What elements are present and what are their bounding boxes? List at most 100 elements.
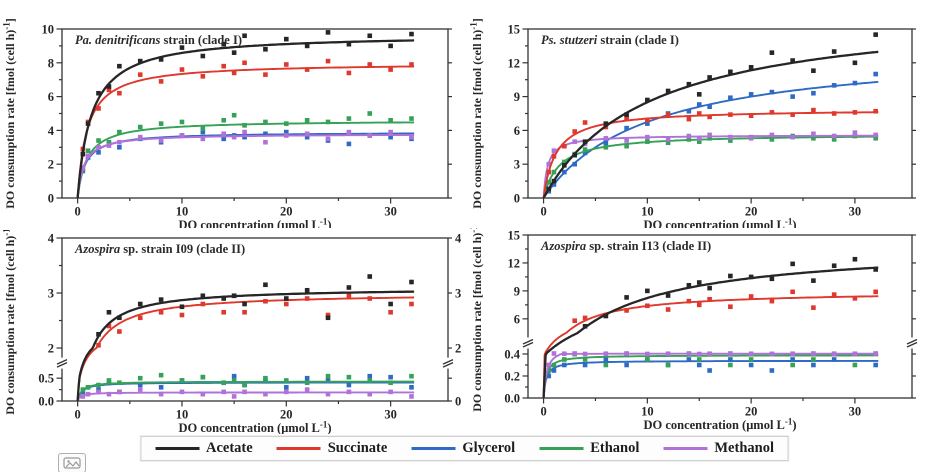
data-point-acetate <box>645 288 650 294</box>
data-point-glycerol <box>873 71 878 77</box>
data-point-glycerol <box>231 373 237 379</box>
fit-curve-methanol <box>542 352 879 398</box>
data-point-ethanol <box>624 143 629 149</box>
panel-ps-stutzeri: 0 10 20 30 0 3 6 9 12 15 Ps. stutzeri strain (clad… <box>465 0 929 232</box>
series-succinate <box>542 289 879 398</box>
data-point-methanol <box>409 394 414 399</box>
data-point-ethanol <box>696 357 702 362</box>
legend-label: Methanol <box>714 440 774 456</box>
data-point-ethanol <box>158 121 164 126</box>
data-point-glycerol <box>304 375 310 381</box>
data-point-glycerol <box>707 104 712 110</box>
data-point-ethanol <box>85 148 91 153</box>
data-point-glycerol <box>873 362 878 368</box>
data-point-ethanol <box>106 378 112 383</box>
data-point-acetate <box>852 60 858 66</box>
image-placeholder-button[interactable] <box>58 453 86 472</box>
data-point-acetate <box>624 112 629 117</box>
data-point-acetate <box>582 139 588 144</box>
fit-curve-ethanol <box>542 135 879 198</box>
data-point-succinate <box>873 108 878 114</box>
data-point-acetate <box>409 31 414 37</box>
data-point-succinate <box>562 143 567 149</box>
data-point-glycerol <box>790 357 795 362</box>
axes-ticks <box>522 234 916 404</box>
legend-item-succinate: Succinate <box>276 440 387 457</box>
series-succinate <box>76 58 415 198</box>
data-point-succinate <box>624 115 629 121</box>
data-point-methanol <box>325 136 331 142</box>
panel-azospira-i13: 0 10 20 30 0.0 0.2 0.4 6 9 12 15 Azospira sp. strai… <box>465 221 929 432</box>
data-point-acetate <box>852 256 858 262</box>
data-point-acetate <box>790 261 795 267</box>
data-point-ethanol <box>873 135 878 141</box>
svg-text:4: 4 <box>48 124 55 138</box>
data-point-acetate <box>665 293 671 298</box>
svg-text:0: 0 <box>48 192 54 206</box>
data-point-succinate <box>388 67 393 72</box>
data-point-ethanol <box>852 362 858 368</box>
legend-item-acetate: Acetate <box>155 440 253 457</box>
series-ethanol <box>542 351 879 398</box>
data-point-acetate <box>645 97 650 103</box>
data-point-methanol <box>117 389 122 395</box>
data-point-glycerol <box>748 92 754 97</box>
data-point-acetate <box>106 309 112 315</box>
svg-text:10: 10 <box>641 405 654 419</box>
data-point-glycerol <box>200 129 206 135</box>
data-point-glycerol <box>831 357 837 362</box>
legend-label: Ethanol <box>590 440 640 456</box>
data-point-ethanol <box>200 374 206 380</box>
data-point-succinate <box>409 301 414 307</box>
data-point-succinate <box>283 62 289 67</box>
data-point-methanol <box>304 131 310 137</box>
y-axis-label: DO consumption rate [fmol (cell h)-1] <box>469 18 485 208</box>
legend-line-swatch <box>539 447 584 450</box>
svg-text:9: 9 <box>514 90 520 104</box>
series-glycerol <box>76 373 415 401</box>
data-point-ethanol <box>551 362 557 368</box>
data-point-succinate <box>696 302 702 308</box>
data-point-glycerol <box>117 145 122 150</box>
data-point-glycerol <box>728 95 733 101</box>
x-axis-label: DO concentration (μmol L-1) <box>178 420 331 435</box>
series-methanol <box>76 129 415 198</box>
data-point-succinate <box>409 62 414 67</box>
plot-box <box>61 237 449 402</box>
data-point-ethanol <box>304 117 310 123</box>
data-point-ethanol <box>325 119 331 125</box>
data-point-ethanol <box>367 378 373 383</box>
data-point-acetate <box>388 301 393 307</box>
data-point-glycerol <box>624 362 629 368</box>
data-point-glycerol <box>283 129 289 135</box>
svg-text:20: 20 <box>745 405 758 419</box>
data-point-methanol <box>624 138 629 143</box>
series-glycerol <box>542 71 879 198</box>
data-point-glycerol <box>546 373 552 379</box>
data-point-glycerol <box>137 382 143 388</box>
fit-curve-acetate <box>542 50 879 198</box>
svg-text:0.5: 0.5 <box>38 372 54 386</box>
data-point-methanol <box>409 134 414 140</box>
data-point-glycerol <box>811 362 816 368</box>
tick-labels: 0 10 20 30 0 3 6 9 12 15 <box>508 23 862 219</box>
data-point-ethanol <box>831 137 837 142</box>
data-point-acetate <box>409 279 414 285</box>
data-point-acetate <box>686 282 692 288</box>
fit-curve-glycerol <box>542 359 879 398</box>
fit-curve-acetate <box>76 39 415 198</box>
axis-break <box>523 337 533 349</box>
svg-text:3: 3 <box>48 287 54 301</box>
series-acetate <box>542 256 879 398</box>
data-point-succinate <box>811 305 816 310</box>
axes-ticks <box>56 28 452 204</box>
data-point-acetate <box>242 33 247 39</box>
data-point-ethanol <box>325 373 331 379</box>
data-point-methanol <box>96 145 101 150</box>
fit-curve-ethanol <box>76 380 415 401</box>
fit-curve-acetate <box>76 290 415 401</box>
series-ethanol <box>76 372 415 401</box>
x-axis-label: DO concentration (μmol L-1) <box>178 217 331 229</box>
data-point-ethanol <box>221 117 227 123</box>
data-point-acetate <box>158 57 164 62</box>
